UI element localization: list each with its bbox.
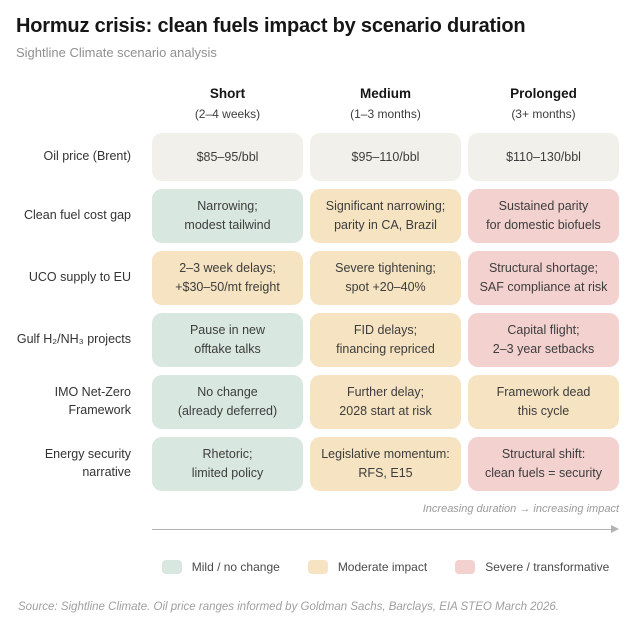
cell-line: SAF compliance at risk	[479, 279, 608, 294]
cell-line: clean fuels = security	[484, 465, 603, 480]
cell-line: Rhetoric;	[202, 447, 253, 462]
arrow-shaft	[152, 528, 613, 530]
arrow-right-icon	[152, 524, 619, 534]
column-title: Prolonged	[510, 86, 577, 101]
impact-cell: Pause in new offtake talks	[152, 312, 303, 367]
arrow-head	[611, 524, 619, 533]
page-subtitle: Sightline Climate scenario analysis	[16, 45, 217, 60]
legend-swatch-mild	[161, 559, 182, 574]
legend-swatch-severe	[455, 559, 476, 574]
cell-line: RFS, E15	[358, 465, 413, 480]
impact-cell: Severe tightening; spot +20–40%	[310, 250, 461, 305]
cell-line: Sustained parity	[498, 199, 589, 214]
impact-cell: Structural shift: clean fuels = security	[468, 436, 619, 491]
cell-line: Further delay;	[346, 385, 425, 400]
row-label-clean-fuel-cost-gap: Clean fuel cost gap	[23, 208, 131, 223]
impact-cell: Capital flight; 2–3 year setbacks	[468, 312, 619, 367]
impact-cell: Rhetoric; limited policy	[152, 436, 303, 491]
duration-impact-flow: Increasing duration → increasing impact	[152, 503, 619, 534]
source-note: Source: Sightline Climate. Oil price ran…	[18, 600, 559, 613]
column-header-medium: Medium (1–3 months)	[310, 86, 461, 125]
column-title: Short	[209, 86, 246, 101]
cell-line: Framework dead	[496, 385, 591, 400]
impact-cell: Significant narrowing; parity in CA, Bra…	[310, 188, 461, 243]
cell-line: modest tailwind	[184, 217, 271, 232]
legend-label: Severe / transformative	[485, 559, 610, 574]
row-label-gulf-h2-nh3: Gulf H₂/NH₃ projects	[16, 332, 131, 347]
impact-cell: FID delays; financing repriced	[310, 312, 461, 367]
cell-line: (already deferred)	[177, 403, 278, 418]
impact-cell: Further delay; 2028 start at risk	[310, 374, 461, 429]
cell-line: $95–110/bbl	[351, 149, 420, 164]
cell-line: financing repriced	[336, 341, 435, 356]
cell-line: Capital flight;	[507, 323, 580, 338]
row-label-imo-net-zero: IMO Net-Zero Framework	[54, 385, 131, 417]
column-sublabel: (1–3 months)	[350, 106, 421, 121]
cell-line: $85–95/bbl	[196, 149, 259, 164]
cell-line: limited policy	[191, 465, 264, 480]
impact-cell: 2–3 week delays; +$30–50/mt freight	[152, 250, 303, 305]
row-label-oil-price: Oil price (Brent)	[43, 149, 131, 164]
column-title: Medium	[359, 86, 411, 101]
cell-line: Severe tightening;	[335, 261, 436, 276]
header: Hormuz crisis: clean fuels impact by sce…	[0, 0, 640, 60]
scenario-matrix: Short (2–4 weeks) Medium (1–3 months) Pr…	[0, 86, 619, 491]
page-title: Hormuz crisis: clean fuels impact by sce…	[16, 15, 526, 37]
cell-line: +$30–50/mt freight	[175, 279, 280, 294]
legend-swatch-moderate	[307, 559, 328, 574]
impact-cell: Framework dead this cycle	[468, 374, 619, 429]
flow-annotation: Increasing duration → increasing impact	[422, 502, 619, 515]
cell-line: spot +20–40%	[345, 279, 426, 294]
cell-line: this cycle	[517, 403, 570, 418]
impact-cell: $85–95/bbl	[152, 132, 303, 181]
column-header-prolonged: Prolonged (3+ months)	[468, 86, 619, 125]
cell-line: 2–3 year setbacks	[492, 341, 595, 356]
column-header-short: Short (2–4 weeks)	[152, 86, 303, 125]
cell-line: Pause in new	[189, 323, 266, 338]
cell-line: $110–130/bbl	[506, 149, 581, 164]
cell-line: 2028 start at risk	[339, 403, 432, 418]
row-label-uco-supply: UCO supply to EU	[28, 270, 131, 285]
cell-line: FID delays;	[353, 323, 418, 338]
legend-label: Mild / no change	[191, 559, 280, 574]
column-sublabel: (3+ months)	[511, 106, 576, 121]
cell-line: Significant narrowing;	[325, 199, 446, 214]
impact-cell: No change (already deferred)	[152, 374, 303, 429]
legend-label: Moderate impact	[337, 559, 428, 574]
cell-line: Legislative momentum:	[321, 447, 450, 462]
column-sublabel: (2–4 weeks)	[194, 106, 261, 121]
legend-item-moderate: Moderate impact	[307, 559, 428, 574]
legend-item-severe: Severe / transformative	[455, 559, 610, 574]
impact-cell: Legislative momentum: RFS, E15	[310, 436, 461, 491]
cell-line: parity in CA, Brazil	[334, 217, 437, 232]
cell-line: Narrowing;	[197, 199, 258, 214]
impact-cell: Sustained parity for domestic biofuels	[468, 188, 619, 243]
impact-cell: Structural shortage; SAF compliance at r…	[468, 250, 619, 305]
legend-item-mild: Mild / no change	[161, 559, 280, 574]
cell-line: No change	[197, 385, 258, 400]
cell-line: for domestic biofuels	[486, 217, 601, 232]
cell-line: 2–3 week delays;	[179, 261, 276, 276]
cell-line: Structural shortage;	[488, 261, 599, 276]
impact-cell: Narrowing; modest tailwind	[152, 188, 303, 243]
impact-cell: $110–130/bbl	[468, 132, 619, 181]
table-corner-spacer	[0, 86, 145, 125]
cell-line: Structural shift:	[501, 447, 586, 462]
impact-cell: $95–110/bbl	[310, 132, 461, 181]
row-label-energy-security: Energy security narrative	[44, 447, 131, 479]
cell-line: offtake talks	[194, 341, 261, 356]
legend: Mild / no change Moderate impact Severe …	[152, 559, 619, 574]
